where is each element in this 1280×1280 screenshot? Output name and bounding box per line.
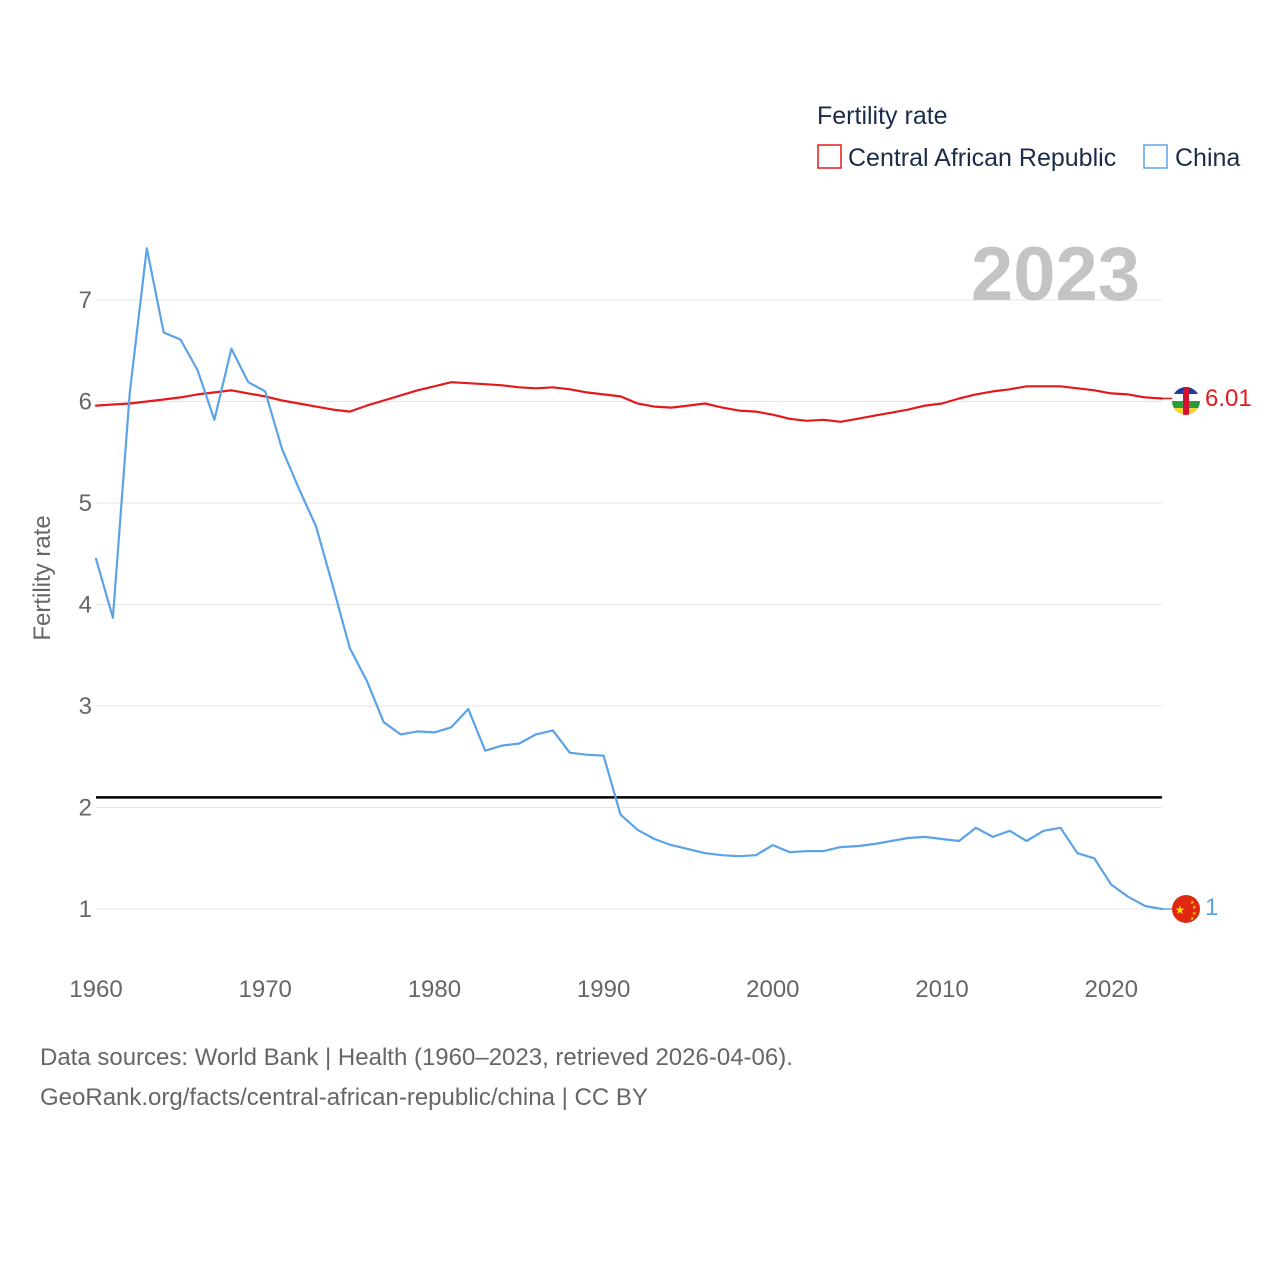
x-tick-label-2000: 2000 bbox=[746, 976, 799, 1003]
svg-text:★: ★ bbox=[1175, 903, 1186, 917]
x-axis-ticks: 1960 1970 1980 1990 2000 2010 2020 bbox=[69, 976, 1138, 1003]
x-tick-label-1980: 1980 bbox=[408, 976, 461, 1003]
legend-title: Fertility rate bbox=[817, 102, 948, 130]
y-axis-title: Fertility rate bbox=[29, 515, 56, 640]
legend: Fertility rate Central African Republic … bbox=[817, 102, 1240, 172]
data-source-text: Data sources: World Bank | Health (1960–… bbox=[40, 1044, 793, 1071]
y-tick-label-2: 2 bbox=[79, 795, 92, 822]
x-tick-label-2020: 2020 bbox=[1085, 976, 1138, 1003]
svg-text:★: ★ bbox=[1192, 905, 1197, 911]
end-label-central-african-republic: 6.01 bbox=[1205, 385, 1252, 412]
gridlines bbox=[96, 299, 1162, 910]
legend-label-china: China bbox=[1175, 144, 1240, 172]
series-line-central-african-republic[interactable] bbox=[94, 381, 1164, 423]
svg-text:★: ★ bbox=[1190, 900, 1195, 906]
x-tick-label-1990: 1990 bbox=[577, 976, 630, 1003]
y-tick-label-3: 3 bbox=[79, 693, 92, 720]
legend-label-central-african-republic: Central African Republic bbox=[848, 144, 1116, 172]
legend-swatch-china bbox=[1143, 144, 1168, 169]
svg-text:★: ★ bbox=[1192, 911, 1197, 917]
china-flag-icon: ★ ★ ★ ★ ★ bbox=[1172, 895, 1200, 923]
source-url-text[interactable]: GeoRank.org/facts/central-african-republ… bbox=[40, 1084, 648, 1111]
series-lines bbox=[94, 247, 1172, 911]
legend-item-china[interactable]: China bbox=[1143, 144, 1240, 172]
y-axis-ticks: 1 2 3 4 5 6 7 bbox=[79, 287, 92, 923]
current-year-label: 2023 bbox=[971, 232, 1140, 317]
central-african-republic-flag-icon bbox=[1172, 387, 1200, 415]
end-label-china: 1 bbox=[1205, 894, 1218, 921]
series-line-china[interactable] bbox=[94, 247, 1164, 911]
legend-item-central-african-republic[interactable]: Central African Republic bbox=[817, 144, 1116, 172]
x-tick-label-1960: 1960 bbox=[69, 976, 122, 1003]
svg-text:★: ★ bbox=[1190, 916, 1195, 922]
y-tick-label-1: 1 bbox=[79, 896, 92, 923]
x-tick-label-1970: 1970 bbox=[239, 976, 292, 1003]
y-tick-label-6: 6 bbox=[79, 389, 92, 416]
x-tick-label-2010: 2010 bbox=[915, 976, 968, 1003]
y-tick-label-4: 4 bbox=[79, 592, 92, 619]
legend-swatch-central-african-republic bbox=[817, 144, 842, 169]
y-tick-label-5: 5 bbox=[79, 490, 92, 517]
y-tick-label-7: 7 bbox=[79, 287, 92, 314]
